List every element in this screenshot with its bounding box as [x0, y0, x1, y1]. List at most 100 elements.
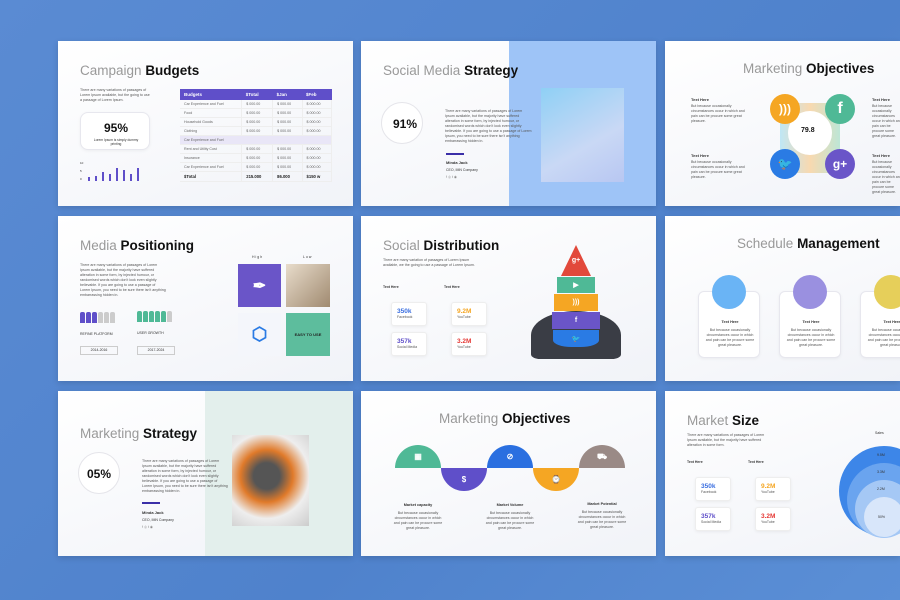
google-plus-icon: g+ — [825, 149, 855, 179]
percent-caption: Lorem Ipsum is simply dummy printing — [93, 138, 139, 146]
table-header: $Feb — [302, 89, 332, 100]
slide-schedule-management[interactable]: Schedule Management Text Here But because… — [665, 216, 900, 381]
table-cell: $ 000.00 — [302, 153, 333, 163]
table-header: Budgets — [180, 89, 242, 100]
table-cell: $ 000.00 — [272, 100, 303, 109]
slide-social-distribution[interactable]: Social Distribution There are many varia… — [361, 216, 656, 381]
stat-card: 9.2M YouTube — [755, 477, 791, 501]
facebook-icon: f — [552, 312, 600, 329]
compass-icon: ⊘ — [487, 445, 533, 468]
percent-circle — [78, 452, 120, 494]
watch-icon: ⌚ — [533, 468, 579, 491]
item-text: But because occasionally circumstances o… — [691, 160, 745, 179]
slide-text: There are many variations of passages of… — [80, 88, 150, 102]
budget-table: Budgets $Total $Jan $Feb Car Experience and … — [180, 89, 333, 182]
slide-title: Marketing Strategy — [80, 426, 198, 441]
card-text: But because occasionally circumstances o… — [786, 328, 836, 347]
chart-bar — [123, 170, 125, 181]
table-cell: $ 000.00 — [241, 117, 274, 127]
slide-title: Schedule Management — [737, 236, 880, 251]
center-value: 79.8 — [801, 127, 815, 134]
vr-person-photo — [541, 88, 624, 182]
table-cell: $ 000.00 — [241, 100, 274, 109]
item-text: But because occasionally circumstances o… — [577, 510, 627, 529]
stat-card: 9.2M YouTube — [451, 302, 487, 326]
chart-bar — [109, 173, 111, 181]
card-title: Text Here — [721, 320, 739, 324]
avatar — [712, 275, 746, 309]
cart-icon: ⛟ — [579, 445, 625, 468]
ring-label: 2.2M — [877, 487, 885, 491]
google-plus-icon: g+ — [561, 245, 591, 276]
twitter-icon: 🐦 — [770, 149, 800, 179]
slide-marketing-objectives[interactable]: Marketing Objectives Text Here But becau… — [665, 41, 900, 206]
table-cell: Car Experience and Fuel — [180, 100, 243, 109]
person-icon — [155, 311, 160, 322]
table-row: Household Goods $ 000.00 $ 000.00 $ 000.00 — [180, 117, 333, 127]
percent-card: 95% Lorem Ipsum is simply dummy printing — [80, 112, 150, 150]
slide-market-size[interactable]: Market Size There are many variations of… — [665, 391, 900, 556]
year-button-1[interactable]: 2014-2016 — [80, 346, 118, 355]
stat-card: 357k Social Media — [391, 332, 427, 356]
slide-marketing-strategy[interactable]: Marketing Strategy 05% There are many va… — [58, 391, 353, 556]
table-cell: Food — [180, 108, 243, 118]
table-cell: Car Experience and Fuel — [180, 162, 243, 172]
year-button-2[interactable]: 2017-2024 — [137, 346, 175, 355]
stat-card: 3.2M YouTube — [755, 507, 791, 531]
person-icon — [86, 312, 91, 323]
slide-text: There are many variation of passages of … — [383, 258, 475, 267]
chart-bar — [116, 168, 118, 181]
slide-text: There are many variations of passages of… — [80, 263, 166, 297]
item-title: Market capacity — [403, 503, 433, 507]
card-text: But because occasionally circumstances o… — [705, 328, 755, 347]
ring-label: 9.5M — [877, 453, 885, 457]
label-high: High — [252, 255, 264, 259]
people-icons-platform — [80, 312, 115, 323]
person-name: Minda Jack — [142, 510, 164, 515]
person-icon — [143, 311, 148, 322]
table-header: $Jan — [272, 89, 303, 100]
percent-value: 05% — [87, 467, 112, 481]
person-icon — [149, 311, 154, 322]
cubes-icon: ⬡ — [238, 313, 281, 356]
slide-title: Marketing Objectives — [743, 61, 875, 76]
percent-circle — [381, 102, 423, 144]
slide-marketing-objectives-timeline[interactable]: Marketing Objectives ▦ $ ⊘ ⌚ ⛟ Market ca… — [361, 391, 656, 556]
rss-icon: ))) — [554, 294, 598, 311]
slide-media-positioning[interactable]: Media Positioning There are many variati… — [58, 216, 353, 381]
ring-label: 50% — [878, 515, 886, 519]
label-low: Low — [303, 255, 313, 259]
axis-tick: 0 — [80, 177, 82, 181]
stat-card: 3.2M YouTube — [451, 332, 487, 356]
stat-card: 350k Facebook — [695, 477, 731, 501]
table-cell: Car Experience and Fuel — [180, 135, 332, 145]
table-cell: $ 000.00 — [241, 126, 274, 136]
slide-campaign-budgets[interactable]: Campaign Budgets There are many variatio… — [58, 41, 353, 206]
person-icon — [104, 312, 109, 323]
chart-bar — [137, 168, 139, 181]
card-title: Text Here — [883, 320, 900, 324]
person-icon — [137, 311, 142, 322]
divider — [446, 153, 464, 155]
table-cell: $ 000.00 — [241, 144, 274, 154]
sales-label: Sales — [875, 431, 884, 435]
table-cell: $Total — [180, 171, 243, 182]
ring-4 — [864, 497, 900, 537]
person-icon — [167, 311, 172, 322]
easy-to-use-tile: EASY TO USE — [286, 313, 330, 356]
table-cell: $ 000.00 — [241, 153, 274, 163]
table-cell: $ 000.00 — [302, 100, 333, 109]
axis-tick: 10 — [80, 161, 84, 165]
item-title: Market Potential — [587, 502, 617, 506]
person-role: CEO, IMN Company — [446, 168, 478, 172]
slide-title: Marketing Objectives — [439, 411, 571, 426]
slide-social-media-strategy[interactable]: Social Media Strategy 91% There are many… — [361, 41, 656, 206]
card-text: But because occasionally circumstances o… — [867, 328, 900, 347]
table-cell: $ 000.00 — [272, 144, 303, 154]
item-text: But because occasionally circumstances o… — [393, 511, 443, 530]
person-name: Minda Jack — [446, 160, 468, 165]
slide-text: There are many variations of passages of… — [445, 109, 532, 143]
slide-title: Campaign Budgets — [80, 63, 200, 78]
person-icon — [92, 312, 97, 323]
stat-card: 350k Facebook — [391, 302, 427, 326]
